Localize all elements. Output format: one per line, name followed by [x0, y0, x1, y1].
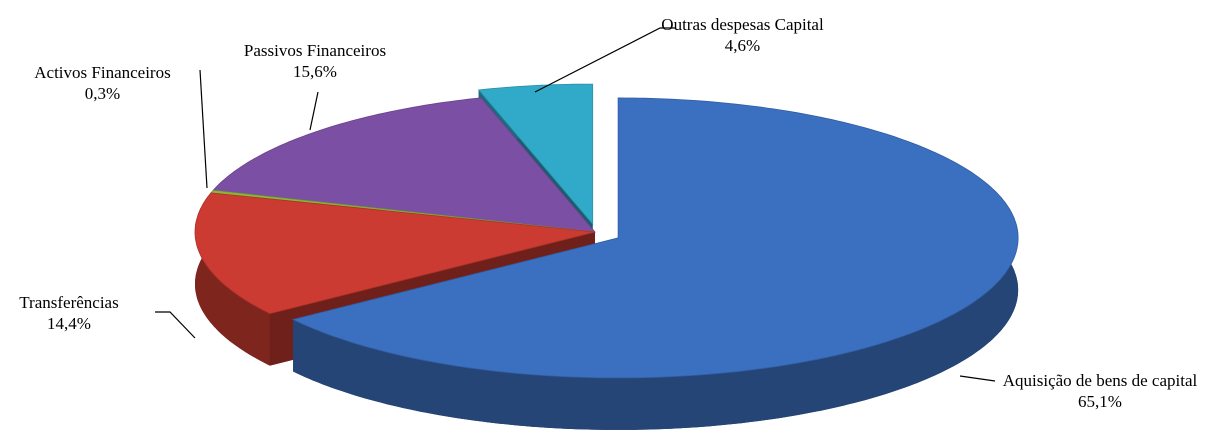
data-label: Activos Financeiros 0,3% — [0, 62, 205, 104]
slice-name: Activos Financeiros — [34, 63, 171, 82]
slice-side — [293, 97, 1019, 430]
leader-line — [199, 69, 208, 189]
slice-name: Outras despesas Capital — [661, 15, 824, 34]
value-label: 15,6% — [293, 62, 337, 81]
slice-name: Aquisição de bens de capital — [1002, 371, 1198, 390]
slice-name: Passivos Financeiros — [243, 41, 387, 60]
data-label: Outras despesas Capital 4,6% — [655, 14, 830, 56]
leader-line — [309, 91, 319, 131]
data-label: Aquisição de bens de capital 65,1% — [985, 370, 1207, 412]
value-label: 0,3% — [84, 84, 121, 103]
slice — [291, 97, 1019, 379]
value-label: 14,4% — [47, 314, 91, 333]
data-label: Transferências 14,4% — [0, 292, 138, 334]
slice — [477, 83, 594, 226]
leader-line — [534, 27, 676, 93]
slice — [212, 97, 596, 233]
leader-line — [959, 375, 996, 382]
leader-line — [155, 311, 196, 339]
data-label: Passivos Financeiros 15,6% — [205, 40, 425, 82]
slice-side — [195, 192, 270, 366]
value-label: 4,6% — [724, 36, 761, 55]
slice-name: Transferências — [19, 293, 119, 312]
value-label: 65,1% — [1078, 392, 1122, 411]
slice — [194, 192, 596, 315]
